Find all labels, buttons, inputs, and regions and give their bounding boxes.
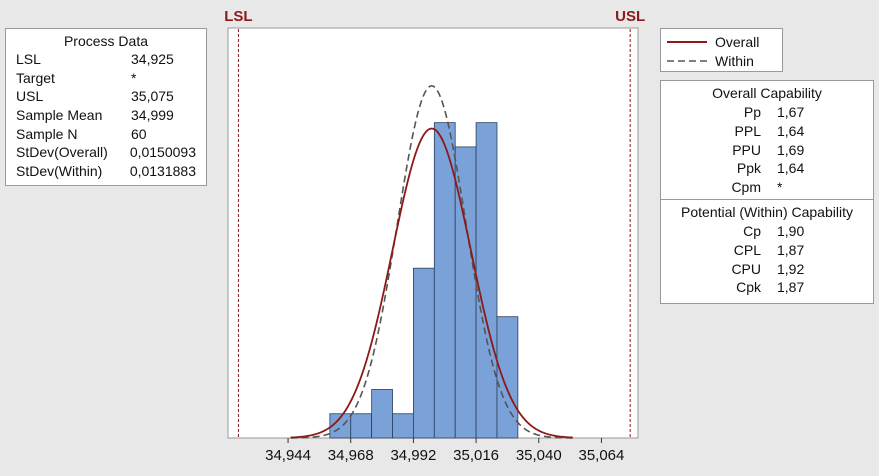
legend-item-overall: Overall	[667, 32, 776, 51]
histogram-bar	[475, 122, 498, 439]
process-data-row-value: 0,0150093	[129, 144, 196, 161]
legend-label-within: Within	[715, 52, 754, 69]
lsl-label: LSL	[224, 8, 252, 25]
potential-capability-title: Potential (Within) Capability	[681, 203, 853, 220]
overall-capability-rows: Pp 1,67 PPL 1,64 PPU 1,69 Ppk 1,64 Cpm *	[661, 103, 873, 197]
potential-capability-row: CPL 1,87	[661, 241, 873, 260]
potential-capability-rows: Cp 1,90 CPL 1,87 CPU 1,92 Cpk 1,87	[661, 222, 873, 297]
potential-capability-row: CPU 1,92	[661, 260, 873, 279]
process-data-row: USL 35,075	[16, 87, 196, 106]
histogram-bar	[350, 413, 373, 439]
process-data-row-label: LSL	[16, 51, 41, 67]
process-data-row: StDev(Within) 0,0131883	[16, 162, 196, 181]
x-axis: 34,944 34,968 34,992 35,016 35,040 35,064	[265, 438, 624, 464]
legend-item-within: Within	[667, 51, 776, 70]
overall-capability-row: PPU 1,69	[661, 141, 873, 160]
overall-capability-row-label: Ppk	[736, 160, 761, 177]
process-data-row: Sample Mean 34,999	[16, 106, 196, 125]
process-data-row-label: USL	[16, 88, 44, 105]
usl-label: USL	[615, 8, 645, 25]
process-data-row: Target *	[16, 69, 196, 88]
process-data-title: Process Data	[63, 33, 149, 49]
overall-capability-row: Pp 1,67	[661, 103, 873, 122]
potential-capability-row-label: CPU	[731, 260, 761, 277]
process-data-row: StDev(Overall) 0,0150093	[16, 143, 196, 162]
histogram-bars	[329, 122, 519, 439]
x-tick-label: 34,944	[265, 447, 311, 464]
overall-line-icon	[667, 40, 707, 43]
overall-capability-row-value: *	[777, 179, 783, 196]
process-data-row-value: 60	[131, 125, 147, 142]
potential-capability-row-value: 1,92	[777, 260, 805, 277]
histogram-bar	[392, 413, 414, 439]
x-tick-label: 34,992	[390, 447, 436, 464]
x-tick-label: 35,064	[578, 447, 624, 464]
x-tick-label: 35,040	[516, 447, 562, 464]
process-data-row-value: 35,075	[131, 88, 174, 105]
process-data-row-label: Sample Mean	[16, 107, 103, 124]
histogram-bar	[413, 267, 435, 439]
histogram-bar	[496, 316, 519, 439]
process-data-row-label: Sample N	[16, 125, 78, 142]
overall-capability-row: PPL 1,64	[661, 122, 873, 141]
process-data-row-value: 0,0131883	[129, 163, 196, 180]
histogram-bar	[371, 389, 393, 439]
overall-capability-row-label: PPU	[732, 141, 761, 158]
potential-capability-row-value: 1,87	[777, 279, 805, 296]
potential-capability-row-label: Cp	[743, 222, 761, 239]
overall-capability-row-label: PPL	[734, 122, 761, 139]
process-data-row-label: Target	[16, 69, 55, 86]
potential-capability-row-value: 1,90	[777, 222, 805, 239]
legend-label-overall: Overall	[715, 33, 760, 50]
overall-capability-row-label: Cpm	[731, 179, 761, 196]
overall-capability-row-value: 1,64	[777, 160, 805, 177]
process-data-row-label: StDev(Within)	[16, 163, 103, 180]
potential-capability-row-value: 1,87	[777, 241, 805, 258]
process-data-rows: LSL 34,925 Target * USL 35,075 Sample Mean 34,9…	[16, 50, 196, 181]
potential-capability-row: Cpk 1,87	[661, 278, 873, 297]
process-data-row-value: *	[131, 69, 137, 86]
within-curve	[290, 84, 573, 439]
process-data-row: LSL 34,925	[16, 50, 196, 69]
potential-capability-row: Cp 1,90	[661, 222, 873, 241]
process-data-row: Sample N 60	[16, 125, 196, 144]
overall-capability-row-value: 1,69	[777, 141, 805, 158]
capability-panel: Overall Capability Pp 1,67 PPL 1,64 PPU 1,69 P…	[660, 80, 874, 304]
x-tick-label: 34,968	[328, 447, 374, 464]
overall-capability-row-value: 1,64	[777, 122, 805, 139]
process-data-row-value: 34,925	[131, 51, 174, 67]
overall-capability-row: Cpm *	[661, 178, 873, 197]
process-data-row-value: 34,999	[131, 107, 174, 124]
x-tick-label: 35,016	[453, 447, 499, 464]
legend: Overall Within	[660, 28, 783, 72]
overall-capability-row: Ppk 1,64	[661, 159, 873, 178]
overall-capability-title: Overall Capability	[712, 85, 822, 101]
capability-divider	[661, 198, 873, 200]
overall-curve	[290, 127, 573, 439]
process-data-panel: Process Data LSL 34,925 Target * USL 35,075 Sa…	[5, 28, 207, 186]
potential-capability-row-label: Cpk	[736, 279, 761, 296]
potential-capability-row-label: CPL	[733, 241, 761, 258]
process-data-row-label: StDev(Overall)	[16, 144, 108, 161]
overall-capability-row-label: Pp	[743, 104, 761, 120]
within-line-icon	[667, 59, 707, 62]
overall-capability-row-value: 1,67	[777, 104, 805, 120]
